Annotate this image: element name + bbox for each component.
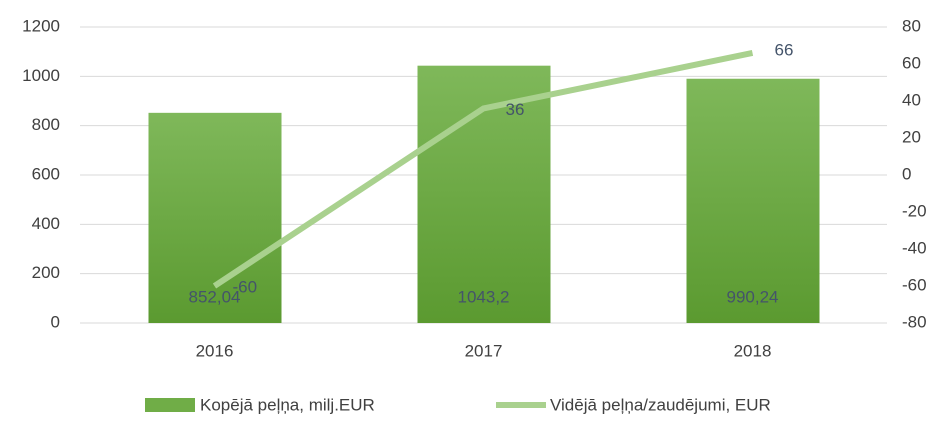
line-value-label: 36 [506, 100, 525, 119]
x-tick-label: 2017 [465, 341, 503, 360]
line-value-label: 66 [775, 40, 794, 59]
y-tick-label: 600 [32, 164, 60, 183]
bar-value-label: 852,04 [189, 287, 241, 306]
y2-tick-label: -60 [902, 275, 927, 294]
bar [148, 112, 282, 323]
y-tick-label: 400 [32, 214, 60, 233]
y2-tick-label: 40 [902, 90, 921, 109]
y-tick-label: 800 [32, 115, 60, 134]
y-tick-label: 1200 [22, 16, 60, 35]
legend-label: Kopējā peļņa, milj.EUR [200, 395, 375, 414]
legend-label: Vidējā peļņa/zaudējumi, EUR [550, 395, 771, 414]
bar [417, 65, 551, 323]
y-tick-label: 0 [51, 312, 60, 331]
bar-value-label: 990,24 [727, 287, 779, 306]
line [212, 49, 754, 289]
y2-tick-label: 20 [902, 127, 921, 146]
y2-tick-label: 80 [902, 16, 921, 35]
y-tick-label: 1000 [22, 66, 60, 85]
y2-tick-label: -20 [902, 201, 927, 220]
bar [686, 78, 820, 323]
line-value-label: -60 [233, 277, 258, 296]
bar-value-label: 1043,2 [458, 287, 510, 306]
y2-tick-label: -80 [902, 312, 927, 331]
y2-tick-label: 0 [902, 164, 911, 183]
y2-tick-label: -40 [902, 238, 927, 257]
y-tick-label: 200 [32, 263, 60, 282]
legend-swatch [145, 398, 195, 412]
x-tick-label: 2018 [734, 341, 772, 360]
x-tick-label: 2016 [196, 341, 234, 360]
y2-tick-label: 60 [902, 53, 921, 72]
